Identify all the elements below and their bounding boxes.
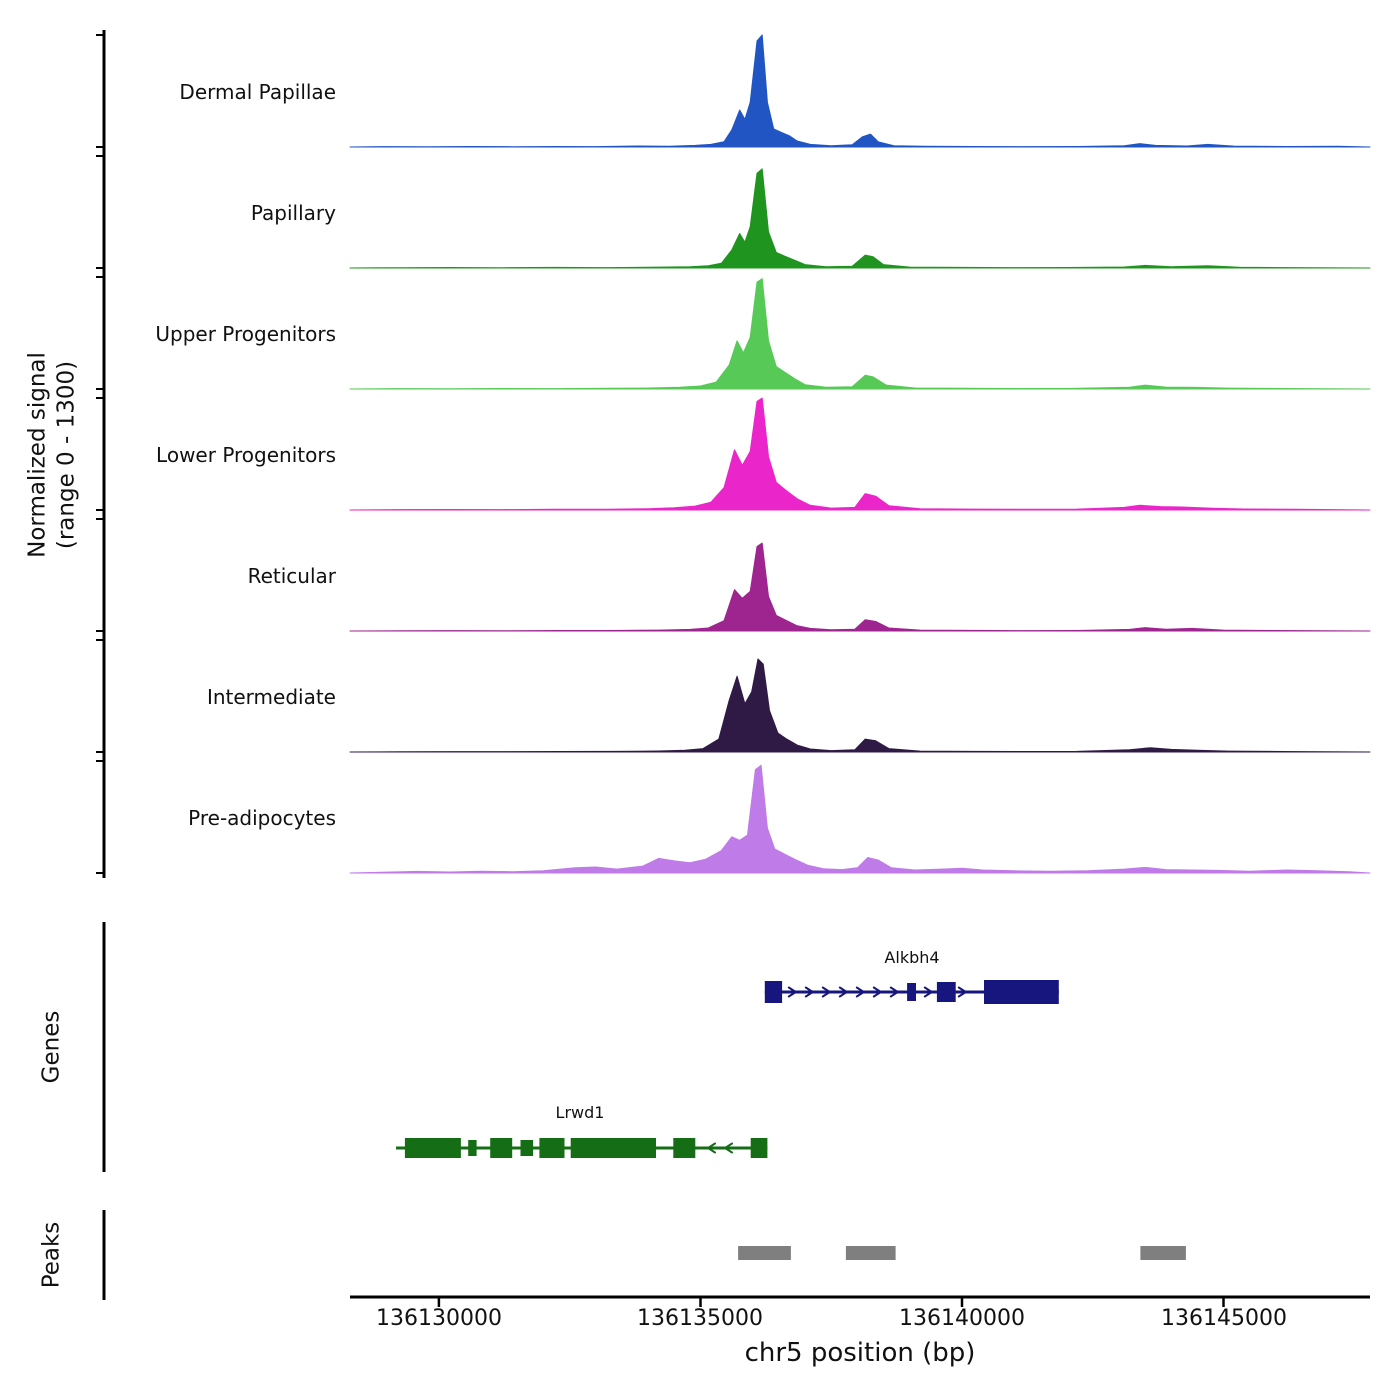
track-label-dermal-papillae: Dermal Papillae xyxy=(179,80,336,104)
gene-exon-alkbh4 xyxy=(764,981,783,1003)
track-label-papillary: Papillary xyxy=(250,201,336,225)
track-label-lower-progenitors: Lower Progenitors xyxy=(156,443,336,467)
signal-area-reticular xyxy=(349,542,1371,632)
x-tick-label-3: 136145000 xyxy=(1161,1306,1287,1331)
gene-exon-lrwd1 xyxy=(490,1138,513,1158)
gene-exon-alkbh4 xyxy=(907,983,916,1001)
signal-area-papillary xyxy=(349,168,1371,269)
gene-strand-arrow-icon xyxy=(889,986,900,998)
gene-exon-alkbh4 xyxy=(984,980,1059,1004)
gene-strand-arrow-icon xyxy=(804,986,815,998)
gene-strand-arrow-icon xyxy=(872,986,883,998)
track-label-pre-adipocytes: Pre-adipocytes xyxy=(188,806,336,830)
gene-exon-lrwd1 xyxy=(539,1138,565,1158)
gene-strand-arrow-icon xyxy=(787,986,798,998)
gene-exon-lrwd1 xyxy=(520,1140,534,1156)
gene-strand-arrow-icon xyxy=(706,1142,717,1154)
gene-exon-lrwd1 xyxy=(673,1138,696,1158)
signal-area-upper-progenitors xyxy=(349,278,1371,390)
gene-exon-lrwd1 xyxy=(750,1138,768,1158)
track-label-intermediate: Intermediate xyxy=(206,685,336,709)
peak-region xyxy=(845,1246,896,1260)
track-label-upper-progenitors: Upper Progenitors xyxy=(155,322,336,346)
x-tick-label-0: 136130000 xyxy=(376,1306,502,1331)
gene-exon-lrwd1 xyxy=(468,1140,477,1156)
x-tick-label-2: 136140000 xyxy=(899,1306,1025,1331)
gene-label-lrwd1: Lrwd1 xyxy=(555,1103,605,1122)
x-tick-label-1: 136135000 xyxy=(637,1306,763,1331)
gene-exon-lrwd1 xyxy=(404,1138,461,1158)
gene-label-alkbh4: Alkbh4 xyxy=(884,948,940,967)
track-label-reticular: Reticular xyxy=(247,564,336,588)
peak-region xyxy=(1140,1246,1186,1260)
peak-region xyxy=(738,1246,791,1260)
signal-area-intermediate xyxy=(349,658,1371,753)
x-axis-title: chr5 position (bp) xyxy=(744,1338,976,1368)
signal-area-dermal-papillae xyxy=(349,34,1371,148)
gene-strand-arrow-icon xyxy=(923,986,934,998)
gene-strand-arrow-icon xyxy=(855,986,866,998)
gene-strand-arrow-icon xyxy=(957,986,968,998)
peaks-section-label: Peaks xyxy=(38,1221,65,1289)
signal-area-lower-progenitors xyxy=(349,397,1371,511)
gene-strand-arrow-icon xyxy=(723,1142,734,1154)
signal-area-pre-adipocytes xyxy=(349,764,1371,874)
gene-strand-arrow-icon xyxy=(821,986,832,998)
y-axis-label: Normalized signal (range 0 - 1300) xyxy=(24,352,79,558)
gene-exon-lrwd1 xyxy=(570,1138,656,1158)
genes-section-label: Genes xyxy=(38,1010,65,1084)
gene-strand-arrow-icon xyxy=(838,986,849,998)
gene-exon-alkbh4 xyxy=(936,982,956,1002)
